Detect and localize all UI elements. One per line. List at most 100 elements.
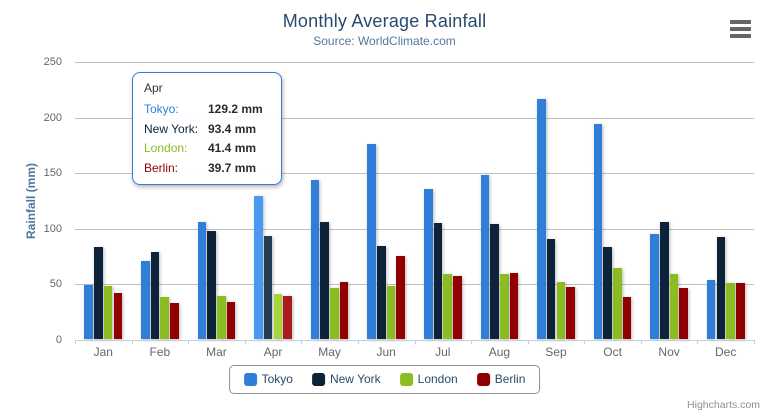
tooltip-series-label: New York:: [144, 121, 199, 136]
column-london-oct[interactable]: [613, 267, 622, 339]
tooltip-series-value: 39.7 mm: [208, 160, 257, 175]
x-axis-tick: [697, 340, 699, 344]
legend-swatch-icon: [476, 373, 490, 386]
column-berlin-jan[interactable]: [113, 292, 123, 339]
x-axis-label: Dec: [715, 345, 737, 359]
x-axis-label: Nov: [658, 345, 680, 359]
gridline: [75, 62, 754, 63]
x-axis-label: Jul: [435, 345, 451, 359]
legend-label: Berlin: [494, 372, 526, 386]
column-new-york-sep[interactable]: [546, 238, 556, 339]
column-tokyo-may[interactable]: [310, 179, 320, 339]
column-berlin-aug[interactable]: [509, 272, 519, 339]
gridline: [75, 284, 754, 286]
legend-swatch-icon: [243, 373, 257, 386]
column-new-york-jan[interactable]: [94, 247, 103, 339]
column-new-york-nov[interactable]: [659, 221, 669, 339]
x-axis-label: May: [318, 345, 341, 359]
column-tokyo-aug[interactable]: [480, 174, 490, 339]
tooltip-category: Apr: [144, 81, 163, 95]
gridline: [75, 173, 754, 175]
x-axis-label: Feb: [149, 345, 171, 359]
x-axis-tick: [75, 340, 76, 344]
column-berlin-jun[interactable]: [396, 256, 406, 339]
column-london-sep[interactable]: [556, 281, 566, 339]
x-axis-label: Mar: [206, 345, 227, 359]
column-tokyo-oct[interactable]: [593, 124, 603, 339]
column-new-york-jun[interactable]: [377, 246, 386, 339]
column-tokyo-sep[interactable]: [537, 99, 546, 339]
x-axis-tick: [640, 340, 642, 344]
tooltip-series-value: 93.4 mm: [208, 121, 257, 136]
legend-swatch-icon: [399, 373, 413, 386]
legend-item-london[interactable]: London: [399, 372, 458, 386]
column-berlin-feb[interactable]: [170, 303, 179, 339]
x-axis-label: Apr: [263, 345, 283, 359]
gridline: [75, 117, 754, 119]
column-berlin-sep[interactable]: [566, 287, 575, 339]
column-tokyo-dec[interactable]: [706, 279, 716, 339]
column-berlin-mar[interactable]: [226, 301, 236, 339]
column-london-may[interactable]: [330, 287, 339, 339]
legend-item-tokyo[interactable]: Tokyo: [243, 373, 293, 386]
y-axis-label: 100: [43, 222, 62, 235]
column-berlin-apr[interactable]: [283, 295, 292, 339]
tooltip-series-label: Tokyo:: [144, 102, 179, 116]
column-london-jul[interactable]: [443, 274, 452, 339]
column-london-jun[interactable]: [386, 286, 396, 339]
y-axis-label: 50: [49, 278, 62, 291]
tooltip-row: Berlin: 39.7 mm: [144, 159, 271, 179]
column-tokyo-feb[interactable]: [141, 260, 150, 339]
column-berlin-dec[interactable]: [735, 283, 745, 339]
column-new-york-apr[interactable]: [263, 236, 273, 339]
column-new-york-oct[interactable]: [603, 247, 612, 339]
credits-link[interactable]: Highcharts.com: [687, 399, 760, 411]
column-london-aug[interactable]: [499, 273, 509, 339]
x-axis-tick: [244, 340, 246, 344]
legend-item-new-york[interactable]: New York: [311, 373, 381, 386]
column-berlin-nov[interactable]: [679, 288, 688, 339]
x-axis-label: Jun: [376, 345, 396, 359]
column-london-nov[interactable]: [669, 274, 679, 339]
x-axis-tick: [527, 340, 529, 344]
column-london-dec[interactable]: [726, 283, 735, 339]
column-london-jan[interactable]: [103, 285, 113, 339]
x-axis-tick: [414, 340, 416, 344]
y-axis-label: 0: [55, 334, 62, 346]
tooltip-row: London: 41.4 mm: [144, 139, 271, 159]
column-tokyo-jul[interactable]: [423, 189, 433, 339]
column-new-york-dec[interactable]: [716, 237, 726, 339]
column-berlin-oct[interactable]: [622, 296, 632, 339]
column-london-feb[interactable]: [160, 296, 170, 339]
column-new-york-jul[interactable]: [433, 223, 443, 339]
tooltip-row: Tokyo: 129.2 mm: [144, 100, 271, 120]
column-tokyo-apr[interactable]: [254, 196, 263, 339]
y-axis-label: 200: [43, 111, 62, 124]
column-tokyo-jan[interactable]: [84, 284, 94, 339]
x-axis-tick: [357, 340, 359, 344]
x-axis-tick: [584, 340, 586, 344]
legend-item-berlin[interactable]: Berlin: [476, 372, 526, 386]
y-axis-label: 150: [43, 167, 62, 180]
column-new-york-may[interactable]: [320, 222, 330, 339]
column-tokyo-jun[interactable]: [367, 144, 376, 339]
x-axis-label: Aug: [488, 345, 511, 359]
column-london-mar[interactable]: [217, 296, 226, 339]
tooltip-series-value: 129.2 mm: [208, 102, 263, 116]
column-new-york-aug[interactable]: [490, 224, 499, 339]
column-new-york-mar[interactable]: [207, 230, 216, 339]
column-berlin-may[interactable]: [339, 281, 349, 339]
column-london-apr[interactable]: [273, 294, 283, 339]
x-axis-tick: [301, 340, 303, 344]
legend-swatch-icon: [311, 373, 325, 386]
column-tokyo-mar[interactable]: [197, 221, 207, 339]
legend-label: London: [417, 372, 458, 386]
chart-subtitle: Source: WorldClimate.com: [313, 34, 456, 48]
column-new-york-feb[interactable]: [150, 252, 160, 339]
column-berlin-jul[interactable]: [453, 276, 462, 339]
column-tokyo-nov[interactable]: [650, 233, 659, 339]
y-axis-label: 250: [43, 56, 62, 68]
tooltip-row: New York: 93.4 mm: [144, 120, 271, 140]
export-menu-button[interactable]: [730, 20, 752, 38]
x-axis-tick: [471, 340, 473, 344]
